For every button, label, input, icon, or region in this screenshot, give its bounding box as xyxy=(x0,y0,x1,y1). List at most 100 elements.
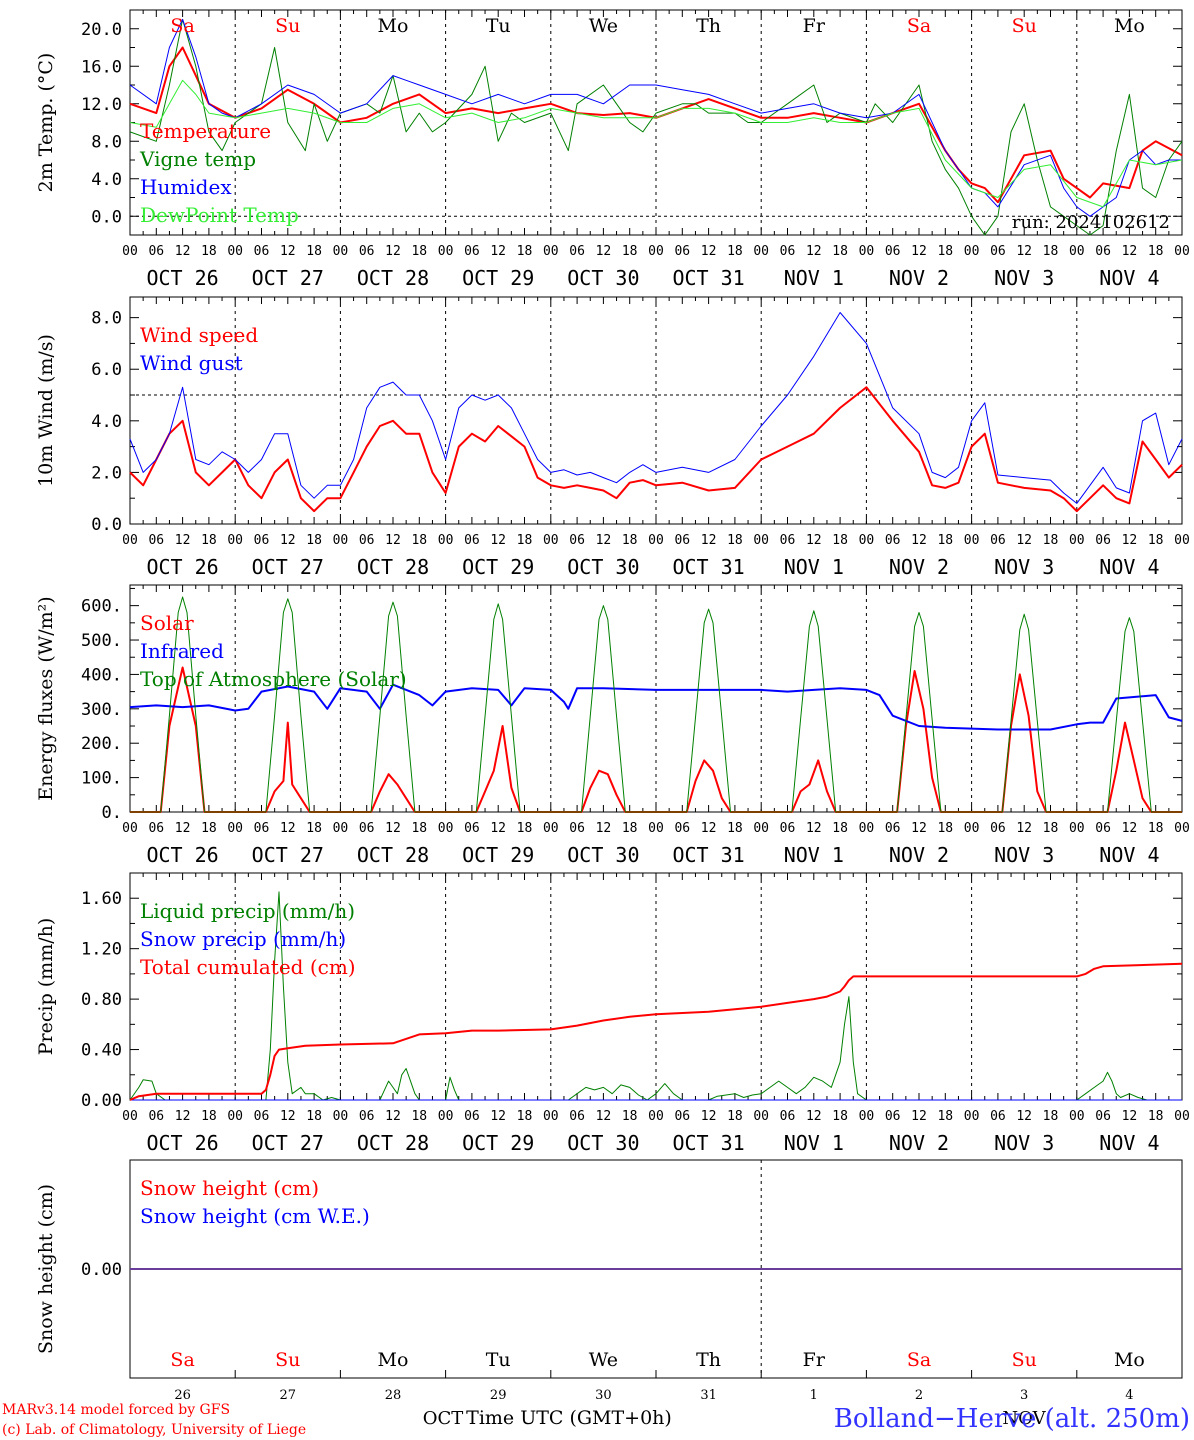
hour-label: 00 xyxy=(964,1109,980,1124)
hour-label: 06 xyxy=(990,533,1006,548)
hour-label: 00 xyxy=(333,821,349,836)
hour-label: 18 xyxy=(622,533,638,548)
date-label: NOV 4 xyxy=(1099,555,1159,579)
series-line-infrared xyxy=(129,683,1183,731)
hour-label: 06 xyxy=(359,533,375,548)
panel-precip: 0.00 0.40 0.80 1.20 1.60 Precip (mm/h) Liquid … xyxy=(35,872,1190,1155)
series-line-liquid-precip-mm-h- xyxy=(129,891,1182,1101)
chart-panels: 0.04.08.012.016.020.02m Temp. (°C) Temper… xyxy=(35,9,1190,1403)
hour-label: 06 xyxy=(885,821,901,836)
series-group xyxy=(129,18,1183,236)
hour-label: 00 xyxy=(1069,533,1085,548)
series-group xyxy=(129,312,1183,513)
date-label: OCT 31 xyxy=(672,843,744,867)
hour-label: 00 xyxy=(543,244,559,259)
y-tick-label: 500. xyxy=(81,631,122,651)
series-line-wind-speed xyxy=(129,386,1183,513)
y-tick-label: 12.0 xyxy=(81,95,122,115)
hour-label: 18 xyxy=(201,244,217,259)
hour-label: 00 xyxy=(753,1109,769,1124)
legend-entry: Humidex xyxy=(140,175,232,199)
month-label-nov: NOV xyxy=(1002,1408,1046,1429)
series-group xyxy=(129,891,1183,1101)
hour-label: 00 xyxy=(227,244,243,259)
date-label: NOV 1 xyxy=(784,843,844,867)
hour-label: 18 xyxy=(517,821,533,836)
y-tick-label: 200. xyxy=(81,734,122,754)
date-label: OCT 29 xyxy=(462,1131,534,1155)
y-tick-label: 0.00 xyxy=(81,1091,122,1111)
hour-label: 00 xyxy=(1069,244,1085,259)
hour-label: 06 xyxy=(674,821,690,836)
date-label: NOV 4 xyxy=(1099,843,1159,867)
hour-label: 06 xyxy=(885,533,901,548)
hour-label: 00 xyxy=(227,533,243,548)
legend-entry: Snow height (cm W.E.) xyxy=(140,1204,370,1228)
y-tick-label: 0.0 xyxy=(91,207,122,227)
series-line-dewpoint-temp xyxy=(129,79,1183,208)
y-tick-label: 4.0 xyxy=(91,170,122,190)
date-label: NOV 3 xyxy=(994,843,1054,867)
hour-label: 12 xyxy=(596,244,612,259)
legend-entry: Vigne temp xyxy=(139,147,256,171)
hour-label: 00 xyxy=(964,244,980,259)
date-label: NOV 2 xyxy=(889,266,949,290)
hour-label: 12 xyxy=(911,1109,927,1124)
date-label: NOV 2 xyxy=(889,1131,949,1155)
hour-label: 00 xyxy=(1174,821,1190,836)
hour-label: 18 xyxy=(201,1109,217,1124)
hour-label: 18 xyxy=(727,1109,743,1124)
hour-label: 18 xyxy=(411,244,427,259)
hour-label: 00 xyxy=(964,821,980,836)
date-label: OCT 29 xyxy=(462,555,534,579)
hour-label: 00 xyxy=(227,821,243,836)
hour-label: 12 xyxy=(385,244,401,259)
day-name: Fr xyxy=(803,15,826,37)
hour-label: 12 xyxy=(596,533,612,548)
hour-label: 06 xyxy=(674,533,690,548)
day-name: Tu xyxy=(486,1349,511,1371)
legend-entry: Snow height (cm) xyxy=(140,1176,319,1200)
hour-label: 06 xyxy=(780,1109,796,1124)
hour-label: 06 xyxy=(569,533,585,548)
hour-label: 00 xyxy=(438,244,454,259)
panel-temp: 0.0 4.0 8.0 12.0 16.0 20.0 2m Temp. (°C) Temper… xyxy=(35,9,1190,290)
day-name: Mo xyxy=(378,1349,409,1371)
hour-label: 12 xyxy=(175,1109,191,1124)
date-label: NOV 3 xyxy=(994,555,1054,579)
y-tick-label: 8.0 xyxy=(91,132,122,152)
station-label: Bolland−Herve (alt. 250m) xyxy=(834,1404,1190,1434)
hour-label: 06 xyxy=(148,244,164,259)
hour-label: 18 xyxy=(832,244,848,259)
month-label-oct: OCT xyxy=(423,1408,464,1429)
hour-label: 18 xyxy=(517,244,533,259)
date-label: OCT 28 xyxy=(357,1131,429,1155)
hour-label: 12 xyxy=(806,821,822,836)
y-tick-label: 8.0 xyxy=(91,309,122,329)
hour-label: 18 xyxy=(201,533,217,548)
hour-label: 18 xyxy=(832,533,848,548)
hour-label: 12 xyxy=(1016,244,1032,259)
date-label: NOV 1 xyxy=(784,266,844,290)
day-name: Sa xyxy=(170,15,194,37)
hour-label: 06 xyxy=(780,533,796,548)
date-label: NOV 3 xyxy=(994,1131,1054,1155)
hour-label: 18 xyxy=(1148,821,1164,836)
day-name: Sa xyxy=(907,1349,931,1371)
y-tick-label: 0. xyxy=(102,803,122,823)
hour-label: 12 xyxy=(806,1109,822,1124)
hour-label: 18 xyxy=(1043,821,1059,836)
hour-label: 06 xyxy=(990,1109,1006,1124)
hour-label: 18 xyxy=(306,244,322,259)
hour-label: 12 xyxy=(911,244,927,259)
hour-label: 06 xyxy=(674,244,690,259)
date-label: OCT 26 xyxy=(146,266,218,290)
hour-label: 18 xyxy=(1043,1109,1059,1124)
panel-wind: 0.0 2.0 4.0 6.0 8.0 10m Wind (m/s) Wind speed W… xyxy=(35,296,1190,579)
hour-label: 12 xyxy=(806,533,822,548)
hour-label: 00 xyxy=(1069,821,1085,836)
hour-label: 06 xyxy=(254,821,270,836)
legend-entry: DewPoint Temp xyxy=(140,203,299,227)
date-label: OCT 31 xyxy=(672,266,744,290)
hour-label: 12 xyxy=(1016,533,1032,548)
